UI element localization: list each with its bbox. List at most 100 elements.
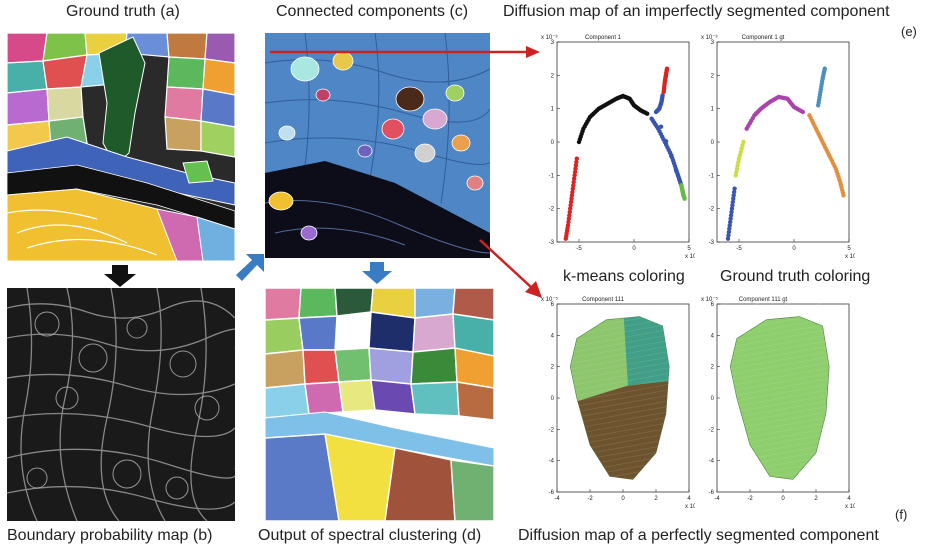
scatter-point <box>663 139 669 144</box>
scatter-point <box>737 153 743 158</box>
texture-line <box>716 440 850 465</box>
x-tick-label: 0 <box>621 496 625 502</box>
y-tick-label: -3 <box>549 240 555 246</box>
y-tick-label: 6 <box>711 302 715 308</box>
y-tick-label: -1 <box>549 173 555 179</box>
y-exponent-label: x 10⁻⁵ <box>541 296 559 303</box>
x-exponent-label: x 10⁻⁴ <box>685 253 695 260</box>
plot-title: Component 111 <box>582 297 624 303</box>
y-tick-label: 1 <box>711 107 715 113</box>
scatter-point <box>574 156 579 161</box>
scatter-point <box>736 159 741 165</box>
scatter-point <box>800 109 805 115</box>
x-tick-label: 0 <box>781 496 785 502</box>
texture-line <box>716 292 825 312</box>
y-tick-label: -4 <box>709 459 715 465</box>
y-tick-label: 4 <box>551 333 555 339</box>
scatter-point <box>570 189 575 195</box>
y-tick-label: -6 <box>709 490 715 496</box>
texture-line <box>716 353 850 377</box>
texture-line <box>716 314 850 339</box>
y-tick-label: 3 <box>711 40 715 46</box>
spectral-clustering-image <box>265 288 494 521</box>
x-tick-label: 2 <box>654 496 658 502</box>
scatter-point <box>668 153 674 159</box>
scatter-point <box>728 219 733 225</box>
scatter-point <box>741 139 746 145</box>
arrow-up-right-icon <box>236 254 264 281</box>
x-tick-label: -2 <box>747 496 753 502</box>
y-tick-label: -1 <box>709 173 715 179</box>
x-tick-label: -5 <box>576 246 582 252</box>
diffusion-plot-component-111-gt: Component 111 gtx 10⁻⁵x 10⁻⁵6420-2-4-6-4… <box>701 292 855 510</box>
scatter-point <box>570 186 576 191</box>
plot-title: Component 1 <box>585 35 622 41</box>
scatter-point <box>739 146 744 151</box>
texture-line <box>716 292 794 306</box>
scatter-point <box>728 216 733 221</box>
texture-line <box>716 419 850 443</box>
ground-truth-image <box>7 33 235 261</box>
y-tick-label: -2 <box>709 207 715 213</box>
y-tick-label: -3 <box>709 240 715 246</box>
arrow-down-icon <box>362 262 392 284</box>
tag-f: (f) <box>895 507 908 522</box>
scatter-point <box>727 226 732 231</box>
texture-line <box>716 424 850 449</box>
scatter-point <box>729 206 735 211</box>
texture-line <box>716 369 850 394</box>
scatter-point <box>729 209 734 215</box>
x-tick-label: 2 <box>814 496 818 502</box>
scatter-point <box>565 223 571 228</box>
scatter-point <box>574 159 579 165</box>
diffusion-shape <box>729 316 830 480</box>
scatter-point <box>740 143 745 148</box>
y-tick-label: 0 <box>711 140 715 146</box>
texture-line <box>716 462 850 487</box>
caption-spectral-clustering: Output of spectral clustering (d) <box>258 527 482 544</box>
scatter-point <box>822 66 827 71</box>
x-tick-label: -4 <box>554 496 560 502</box>
caption-connected-components: Connected components (c) <box>276 3 469 20</box>
caption-perfect-diffusion-map: Diffusion map of a perfectly segmented c… <box>518 527 879 544</box>
x-tick-label: -4 <box>714 496 720 502</box>
scatter-point <box>569 193 575 198</box>
scatter-point <box>730 199 736 205</box>
scatter-point <box>572 173 577 178</box>
texture-line <box>716 397 850 421</box>
scatter-point <box>573 163 579 168</box>
scatter-point <box>664 66 670 71</box>
scatter-point <box>726 229 732 235</box>
scatter-point <box>658 124 664 129</box>
texture-line <box>570 358 670 383</box>
texture-line <box>570 369 670 394</box>
tag-e: (e) <box>901 24 917 39</box>
y-exponent-label: x 10⁻³ <box>701 35 718 41</box>
y-tick-label: -6 <box>549 490 555 496</box>
y-tick-label: 0 <box>551 396 555 402</box>
scatter-point <box>725 236 731 241</box>
plot-frame <box>716 41 850 243</box>
scatter-point <box>734 166 740 171</box>
texture-line <box>716 451 850 476</box>
texture-line <box>570 380 670 405</box>
texture-line <box>716 375 850 399</box>
scatter-point <box>682 196 687 201</box>
plot-frame <box>556 41 690 243</box>
texture-line <box>716 292 850 317</box>
plot-title: Component 1 gt <box>742 35 785 41</box>
y-tick-label: 1 <box>551 107 555 113</box>
scatter-point <box>841 193 846 198</box>
texture-line <box>716 468 850 493</box>
caption-boundary-map: Boundary probability map (b) <box>7 527 213 544</box>
x-tick-label: 4 <box>847 496 851 502</box>
texture-line <box>570 364 670 388</box>
scatter-point <box>568 206 573 211</box>
scatter-point <box>567 209 572 215</box>
texture-line <box>716 331 850 356</box>
texture-line <box>716 386 850 410</box>
caption-kmeans-coloring: k-means coloring <box>563 268 685 285</box>
x-tick-label: 5 <box>687 246 691 252</box>
texture-line <box>716 457 850 482</box>
scatter-point <box>569 196 574 201</box>
